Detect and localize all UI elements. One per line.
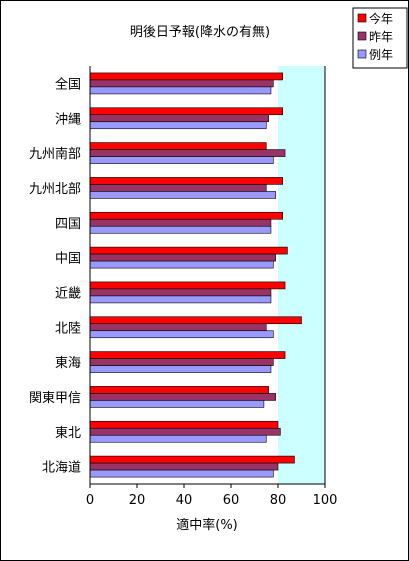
bar-12-1: [89, 455, 295, 464]
bar-5-2: [89, 218, 272, 227]
bar-3-3: [89, 156, 274, 164]
category-label: 九州南部: [29, 146, 81, 162]
bar-8-3: [89, 330, 274, 339]
category-label: 北陸: [55, 320, 81, 336]
legend-label: 今年: [369, 11, 393, 26]
bar-5-1: [89, 211, 283, 220]
bar-10-2: [89, 393, 276, 401]
bar-9-2: [89, 358, 274, 366]
bar-11-3: [89, 434, 267, 443]
x-tick-label: 0: [86, 493, 94, 508]
category-label: 九州北部: [29, 182, 81, 197]
bar-2-2: [89, 114, 269, 123]
category-label: 近畿: [55, 286, 81, 301]
bar-12-3: [89, 469, 274, 478]
category-label: 沖縄: [55, 112, 81, 127]
bar-11-2: [89, 427, 281, 436]
category-label: 北海道: [42, 461, 81, 476]
bar-8-1: [89, 316, 302, 325]
bar-10-3: [89, 400, 265, 408]
x-axis-label: 適中率(%): [176, 517, 238, 533]
bar-5-3: [89, 225, 272, 234]
bar-4-1: [89, 177, 283, 185]
x-tick-label: 100: [313, 493, 338, 508]
category-label: 関東甲信: [29, 390, 81, 406]
x-tick-label: 20: [129, 493, 146, 508]
x-tick-label: 80: [270, 493, 287, 508]
bar-7-3: [89, 295, 272, 304]
bar-3-2: [89, 149, 286, 157]
bar-10-1: [89, 386, 269, 394]
bar-3-1: [89, 142, 267, 150]
bar-1-1: [89, 72, 283, 81]
category-label: 中国: [55, 252, 81, 267]
legend-label: 昨年: [369, 30, 393, 44]
category-label: 東北: [55, 425, 81, 441]
bar-6-1: [89, 246, 288, 255]
x-tick-label: 60: [223, 493, 240, 508]
category-label: 全国: [55, 76, 81, 92]
bar-9-3: [89, 365, 272, 373]
category-label: 東海: [55, 355, 81, 371]
bar-2-1: [89, 107, 283, 116]
bar-11-1: [89, 420, 279, 429]
category-label: 四国: [55, 217, 81, 232]
bar-1-3: [89, 86, 272, 95]
bar-2-3: [89, 121, 267, 130]
bar-9-1: [89, 351, 286, 359]
chart-title: 明後日予報(降水の有無): [130, 25, 270, 40]
x-tick-label: 40: [176, 493, 193, 508]
bar-12-2: [89, 462, 279, 471]
bar-6-3: [89, 260, 274, 269]
legend-swatch: [357, 31, 367, 41]
bar-4-2: [89, 184, 267, 192]
legend-swatch: [357, 13, 367, 23]
bar-1-2: [89, 79, 274, 88]
bar-6-2: [89, 253, 276, 262]
bar-7-1: [89, 281, 286, 290]
bar-7-2: [89, 288, 272, 297]
bar-4-3: [89, 191, 276, 199]
legend-swatch: [357, 49, 367, 59]
legend-label: 例年: [369, 48, 393, 62]
highlight-band: [278, 66, 325, 484]
bar-8-2: [89, 323, 267, 332]
